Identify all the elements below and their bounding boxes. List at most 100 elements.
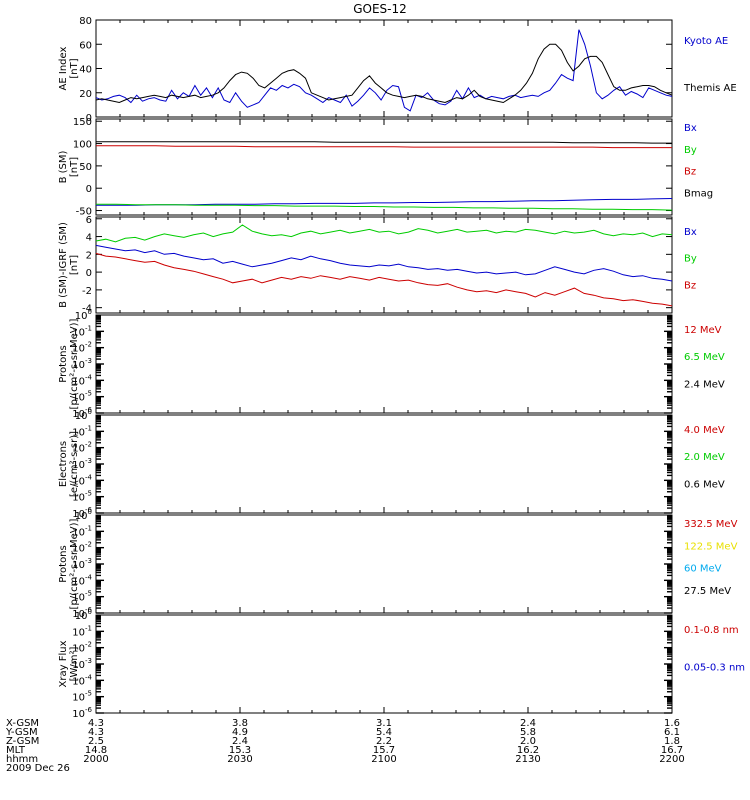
x-row-label: hhmm (6, 754, 38, 765)
y-axis-label-line: AE Index (58, 46, 69, 90)
y-tick-label-exponent: -5 (85, 490, 92, 498)
x-row-label: Y-GSM (5, 727, 38, 738)
y-tick-label: 0 (86, 184, 92, 195)
y-tick-label-exponent: -1 (85, 324, 92, 332)
y-axis-label-line: [e/(cm²-s-sr)] (69, 431, 80, 497)
legend-label: 332.5 MeV (684, 519, 738, 530)
legend-label: 0.1-0.8 nm (684, 625, 739, 636)
series-line-bx (96, 198, 673, 206)
x-tick-label: 2.0 (520, 736, 536, 747)
y-tick-label: 10-2 (72, 441, 92, 455)
legend-label: 0.05-0.3 nm (684, 663, 745, 674)
legend-label: By (684, 145, 697, 156)
y-tick-label: 40 (79, 65, 92, 76)
y-tick-label: 10-6 (72, 406, 92, 420)
x-tick-label: 2130 (515, 754, 540, 765)
legend-label: Bz (684, 167, 696, 178)
y-axis-label-line: [nT] (69, 157, 80, 177)
y-tick-label-exponent: -2 (85, 341, 92, 349)
legend-label: 4.0 MeV (684, 425, 725, 436)
x-tick-label: 2.4 (232, 736, 248, 747)
y-axis-label-line: B (SM)-IGRF (SM) (58, 222, 69, 308)
y-tick-label-base: 10 (72, 576, 85, 587)
y-tick-label-exponent: -3 (85, 557, 92, 565)
y-tick-label-base: 10 (72, 444, 85, 455)
y-tick-label-exponent: -6 (85, 706, 93, 714)
legend-label: Kyoto AE (684, 36, 728, 47)
y-tick-label: 10-5 (72, 390, 92, 404)
y-tick-label-base: 10 (72, 560, 85, 571)
panel-frame (95, 414, 673, 514)
y-tick-label-base: 10 (72, 376, 85, 387)
panel-frame (95, 614, 673, 714)
y-tick-label-base: 10 (72, 476, 85, 487)
panel-electrons: Electrons[e/(cm²-s-sr)]10010-110-210-310… (58, 408, 725, 520)
y-tick-label-exponent: 0 (88, 408, 92, 416)
y-tick-label: 10-5 (72, 590, 92, 604)
x-tick-label: 3.1 (376, 718, 392, 729)
x-tick-label: 2.2 (376, 736, 392, 747)
y-tick-label-exponent: -2 (85, 641, 92, 649)
y-tick-label: 10-6 (72, 506, 92, 520)
y-axis-label-line: [p/(cm²-s-sr-MeV)] (69, 518, 80, 609)
y-tick-label-base: 10 (72, 360, 85, 371)
x-tick-label: 16.2 (517, 745, 539, 756)
panel-frame (95, 118, 673, 216)
y-tick-label-exponent: -2 (85, 441, 92, 449)
plot-title: GOES-12 (353, 2, 407, 16)
y-tick-label: 0 (86, 113, 92, 124)
y-tick-label-base: 10 (72, 609, 85, 620)
y-axis-label-line: Protons (58, 345, 69, 382)
y-tick-label: 10-4 (72, 673, 92, 687)
series-line-by (96, 203, 673, 211)
y-tick-label-exponent: 0 (88, 508, 92, 516)
x-tick-label: 3.8 (232, 718, 248, 729)
y-tick-label-exponent: -5 (85, 690, 92, 698)
y-tick-label: 10-1 (72, 624, 92, 638)
y-tick-label: 10-2 (72, 641, 92, 655)
panel-xray: Xray Flux[W/m²]10010-110-210-310-410-510… (58, 608, 745, 720)
y-tick-label: 10-4 (72, 473, 92, 487)
y-tick-label-exponent: 0 (88, 608, 92, 616)
x-tick-label: 16.7 (661, 745, 683, 756)
y-tick-label: -2 (82, 286, 92, 297)
y-tick-label-base: 10 (72, 544, 85, 555)
legend-label: 12 MeV (684, 325, 722, 336)
x-tick-label: 4.3 (88, 718, 104, 729)
y-axis-label: Electrons[e/(cm²-s-sr)] (58, 431, 80, 497)
y-tick-label: 100 (73, 140, 92, 151)
panel-protons1: Protons[p/(cm²-s-sr-MeV)]10010-110-210-3… (58, 308, 725, 420)
legend-label: Bz (684, 280, 696, 291)
panel-ae: AE Index[nT] 0 20 40 60 80 Kyoto AE Themis AE (58, 16, 737, 124)
y-tick-label: 60 (79, 40, 92, 51)
legend-label: Themis AE (683, 83, 737, 94)
x-tick-label: 2100 (371, 754, 396, 765)
x-tick-label: 15.7 (373, 745, 395, 756)
y-axis-label-line: Xray Flux (58, 640, 69, 687)
y-tick-label: 0 (86, 268, 92, 279)
y-tick-label: 10-5 (72, 690, 92, 704)
x-tick-label: 2030 (227, 754, 252, 765)
y-tick-label-base: 10 (72, 409, 85, 420)
y-axis-label: Protons[p/(cm²-s-sr-MeV)] (58, 318, 80, 409)
y-tick-label-base: 10 (75, 411, 88, 422)
y-tick-label-base: 10 (72, 644, 85, 655)
series-line-bz (96, 145, 672, 149)
y-tick-label-exponent: -6 (85, 506, 93, 514)
y-axis-label: AE Index[nT] (58, 46, 80, 90)
y-tick-label: 10-5 (72, 490, 92, 504)
y-tick-label: 10-3 (72, 557, 92, 571)
y-tick-label-base: 10 (72, 527, 85, 538)
y-axis-label-line: Protons (58, 545, 69, 582)
series-line-bz (95, 252, 673, 307)
y-tick-label: 10-6 (72, 706, 92, 720)
y-tick-label-exponent: -2 (85, 541, 92, 549)
y-tick-label: 100 (75, 408, 92, 422)
x-tick-label: 2.4 (520, 718, 536, 729)
y-axis-label-line: [nT] (69, 58, 80, 78)
y-axis-label-line: B (SM) (58, 150, 69, 183)
y-tick-label: 10-3 (72, 357, 92, 371)
series-line-bx (95, 244, 673, 282)
y-axis-label: B (SM)-IGRF (SM)[nT] (58, 222, 80, 308)
y-tick-label-base: 10 (72, 344, 85, 355)
